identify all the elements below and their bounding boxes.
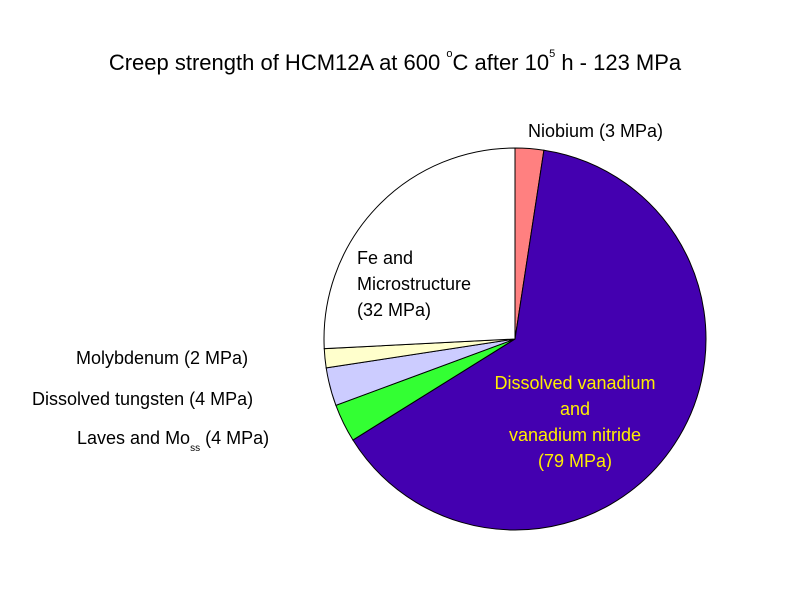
label-vanadium-line2: and	[559, 399, 591, 419]
label-fe-line3: (32 MPa)	[357, 300, 432, 320]
label-fe-microstructure: Fe and Microstructure (32 MPa)	[357, 245, 471, 323]
pie-slices	[323, 147, 707, 531]
label-molybdenum: Molybdenum (2 MPa)	[76, 348, 249, 368]
title-exponent: 5	[549, 48, 556, 60]
label-vanadium-line3: vanadium nitride	[508, 425, 642, 445]
label-fe-line1: Fe and	[357, 248, 414, 268]
label-vanadium-line4: (79 MPa)	[537, 451, 613, 471]
label-laves-sub: ss	[190, 443, 201, 454]
title-degree: o	[446, 48, 453, 60]
pie-slice-dissolved-vanadium-and-vanadium-nitride	[352, 149, 707, 531]
pie-slice-fe-and-microstructure	[323, 147, 516, 350]
title-suffix: h - 123 MPa	[555, 50, 682, 75]
label-laves-main: Laves and Mo	[77, 428, 191, 448]
label-laves-tail: (4 MPa)	[200, 428, 270, 448]
title-prefix: Creep strength of HCM12A at 600	[108, 50, 447, 75]
chart-title: Creep strength of HCM12A at 600 oC after…	[0, 48, 790, 76]
title-middle: C after 10	[452, 50, 550, 75]
label-vanadium: Dissolved vanadium and vanadium nitride …	[468, 370, 682, 474]
label-fe-line2: Microstructure	[357, 274, 472, 294]
label-laves: Laves and Moss (4 MPa)	[77, 425, 270, 454]
label-niobium: Niobium (3 MPa)	[528, 121, 664, 141]
label-vanadium-line1: Dissolved vanadium	[494, 373, 656, 393]
label-tungsten: Dissolved tungsten (4 MPa)	[32, 389, 254, 409]
